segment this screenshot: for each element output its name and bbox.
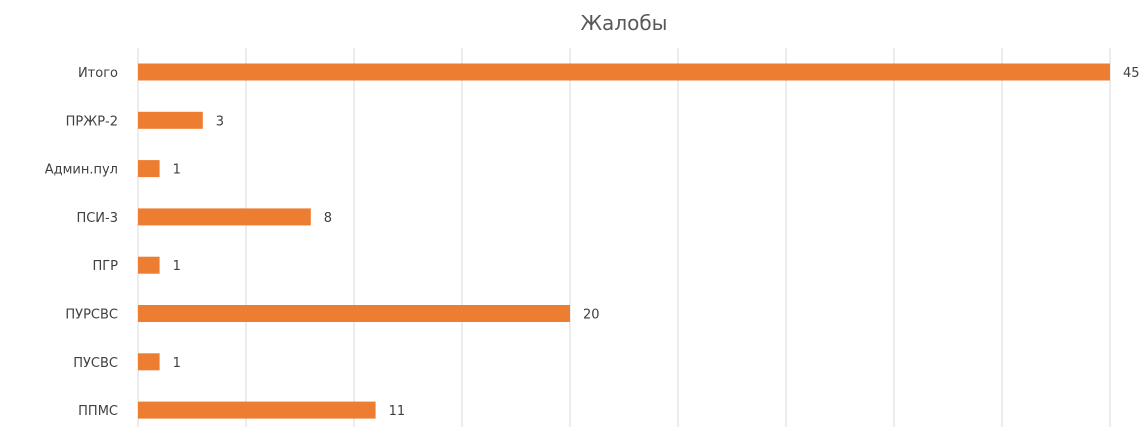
data-label: 1 bbox=[173, 356, 181, 371]
chart-title: Жалобы bbox=[581, 11, 668, 35]
category-label: Итого bbox=[78, 66, 118, 81]
bar bbox=[138, 401, 376, 419]
data-label: 1 bbox=[173, 259, 181, 274]
category-label: ППМС bbox=[78, 404, 118, 419]
bars bbox=[138, 63, 1110, 419]
data-label: 3 bbox=[216, 114, 224, 129]
data-label: 1 bbox=[173, 163, 181, 178]
gridlines bbox=[137, 48, 1111, 427]
bar bbox=[138, 208, 311, 226]
data-label: 8 bbox=[324, 211, 332, 226]
data-label: 45 bbox=[1123, 66, 1140, 81]
bar bbox=[138, 353, 160, 371]
category-label: ПУРСВС bbox=[65, 308, 118, 323]
category-label: Админ.пул bbox=[45, 163, 118, 178]
category-label: ПСИ-3 bbox=[76, 211, 118, 226]
bar bbox=[138, 111, 203, 129]
category-label: ПУСВС bbox=[73, 356, 118, 371]
category-labels: Итого ПРЖР-2 Админ.пул ПСИ-3 ПГР ПУРСВС ПУСВС П… bbox=[45, 66, 118, 419]
bar bbox=[138, 256, 160, 274]
data-label: 20 bbox=[583, 308, 600, 323]
category-label: ПГР bbox=[92, 259, 118, 274]
category-label: ПРЖР-2 bbox=[66, 114, 118, 129]
data-label: 11 bbox=[389, 404, 406, 419]
bar bbox=[138, 160, 160, 178]
bar bbox=[138, 63, 1110, 81]
bar bbox=[138, 305, 570, 322]
